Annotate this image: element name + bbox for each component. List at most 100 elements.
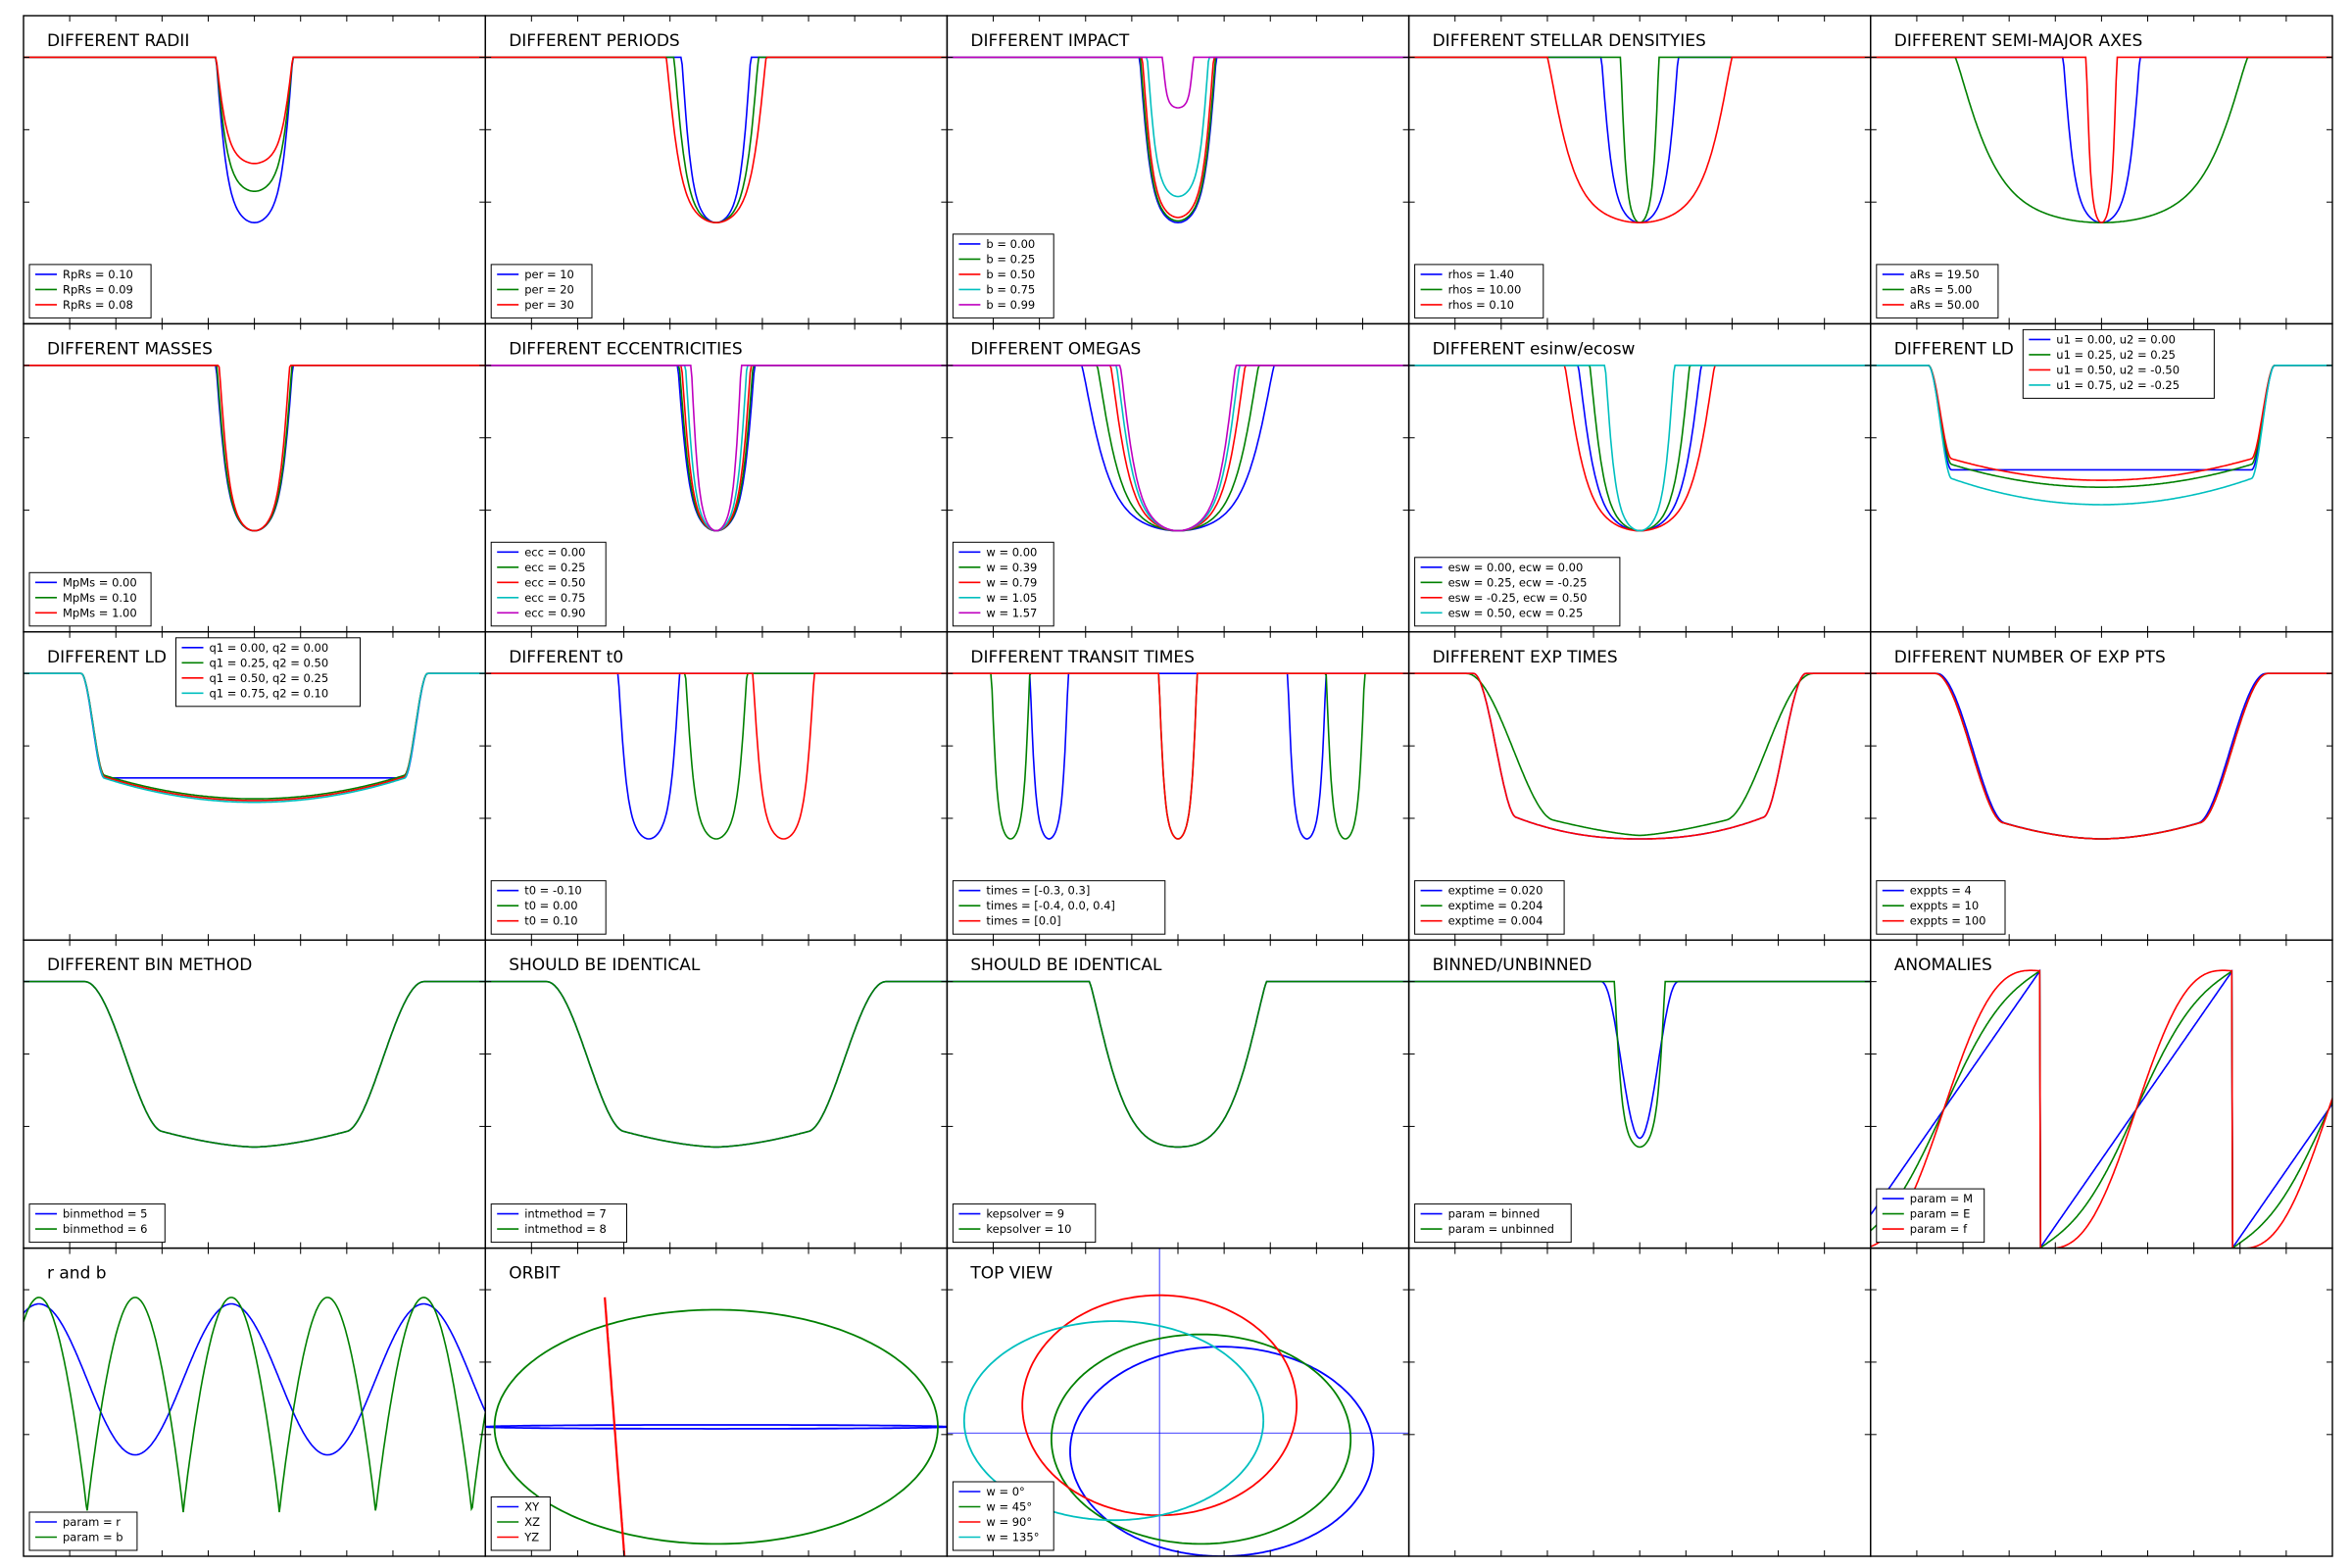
series-line-per-30: [485, 56, 948, 223]
plot-area: [947, 980, 1409, 1149]
panel-title: DIFFERENT OMEGAS: [970, 339, 1141, 359]
legend-label: MpMs = 0.00: [63, 575, 137, 589]
legend-label: per = 10: [524, 268, 574, 281]
series-line-ecc-0-90: [485, 365, 948, 532]
legend-label: exptime = 0.204: [1448, 899, 1544, 912]
series-line-per-10: [485, 56, 948, 224]
plot-area: [947, 672, 1409, 840]
legend-label: u1 = 0.75, u2 = -0.25: [2056, 378, 2180, 392]
panel-title: SHOULD BE IDENTICAL: [970, 956, 1162, 975]
series-line-intmethod-8: [485, 980, 948, 1149]
series-line-ars-19-50: [1870, 56, 2332, 224]
legend-label: rhos = 10.00: [1448, 282, 1522, 296]
legend-label: w = 1.05: [986, 591, 1037, 605]
legend-label: exppts = 10: [1910, 899, 1979, 912]
legend-box: [28, 264, 152, 318]
series-line-u1-0-50-u2-0-50: [1870, 365, 2332, 481]
legend-box: [28, 1511, 138, 1551]
legend-box: [174, 637, 361, 708]
panel-title: DIFFERENT BIN METHOD: [47, 956, 252, 975]
series-line-intmethod-7: [485, 980, 948, 1149]
series-line-binmethod-6: [24, 980, 486, 1149]
legend-label: ecc = 0.50: [524, 575, 585, 589]
series-line-ars-5-00: [1870, 56, 2332, 223]
legend-box: [1876, 880, 2006, 935]
series-line-mpms-0-10: [24, 365, 486, 532]
legend-label: intmethod = 7: [524, 1207, 607, 1221]
legend-box: [28, 571, 152, 627]
legend-label: w = 0°: [986, 1485, 1024, 1498]
legend-label: times = [-0.3, 0.3]: [986, 884, 1090, 898]
panel-title: ANOMALIES: [1894, 956, 1992, 975]
series-line-ecc-0-00: [485, 365, 948, 532]
legend-box: [1876, 264, 1999, 318]
panel-10: DIFFERENT LD u1 = 0.00, u2 = 0.00 u1 = 0.2…: [1870, 322, 2333, 633]
series-line-w-90-: [1021, 1294, 1298, 1517]
plot-area: [485, 365, 948, 532]
legend: u1 = 0.00, u2 = 0.00 u1 = 0.25, u2 = 0.25…: [2022, 328, 2215, 399]
series-line-rprs-0-09: [24, 56, 486, 192]
legend-label: u1 = 0.00, u2 = 0.00: [2056, 332, 2176, 346]
panel-frame: [1407, 939, 1872, 1250]
panel-18: SHOULD BE IDENTICAL kepsolver = 9kepsolve…: [946, 939, 1410, 1250]
legend-label: RpRs = 0.08: [63, 298, 133, 312]
panel-17: SHOULD BE IDENTICAL intmethod = 7intmetho…: [484, 939, 949, 1250]
legend-label: param = f: [1910, 1222, 1968, 1236]
legend-label: aRs = 5.00: [1910, 282, 1973, 296]
series-line-exppts-10: [1870, 672, 2332, 840]
legend-label: exppts = 4: [1910, 884, 1972, 898]
plot-area: [1408, 672, 1871, 840]
legend-box: [952, 1481, 1054, 1551]
plot-area: [1870, 56, 2332, 224]
series-line-param-r: [24, 1302, 486, 1456]
series-line-w-1-05: [947, 365, 1409, 532]
series-line-mpms-0-00: [24, 365, 486, 532]
legend-label: b = 0.75: [986, 282, 1035, 296]
legend-label: aRs = 19.50: [1910, 268, 1980, 281]
series-line-t0-0-10: [485, 672, 948, 840]
series-line-ecc-0-75: [485, 365, 948, 532]
panel-title: DIFFERENT LD: [47, 648, 167, 667]
plot-area: [485, 980, 948, 1149]
panel-title: DIFFERENT EXP TIMES: [1433, 648, 1618, 667]
legend-label: u1 = 0.50, u2 = -0.50: [2056, 363, 2180, 376]
legend-label: exptime = 0.020: [1448, 884, 1544, 898]
plot-area: [1870, 365, 2332, 506]
panel-24: [1407, 1247, 1872, 1557]
series-line-param-unbinned: [1408, 980, 1871, 1149]
legend-label: b = 0.99: [986, 298, 1035, 312]
legend-label: XY: [524, 1500, 540, 1514]
legend-label: param = M: [1910, 1192, 1973, 1205]
legend-label: b = 0.00: [986, 237, 1035, 251]
panel-frame: [23, 1247, 486, 1557]
legend-label: w = 90°: [986, 1515, 1032, 1529]
series-line-times-0-4-0-0-0-4-: [947, 672, 1409, 840]
legend-box: [1876, 1188, 1985, 1244]
legend-label: q1 = 0.75, q2 = 0.10: [209, 686, 328, 700]
panel-21: r and b param = r param = b: [23, 1247, 486, 1557]
legend-label: aRs = 50.00: [1910, 298, 1980, 312]
series-line-esw-0-00-ecw-0-00: [1408, 365, 1871, 532]
series-line-u1-0-25-u2-0-25: [1870, 365, 2332, 488]
legend-label: param = binned: [1448, 1207, 1541, 1221]
legend-box: [28, 1203, 166, 1244]
panel-title: SHOULD BE IDENTICAL: [509, 956, 701, 975]
series-line-b-0-00: [947, 56, 1409, 224]
legend-box: [1414, 264, 1544, 318]
legend-label: t0 = -0.10: [524, 884, 582, 898]
legend-label: kepsolver = 9: [986, 1207, 1064, 1221]
series-line-t0-0-00: [485, 672, 948, 840]
plot-area: [485, 56, 948, 224]
legend-label: intmethod = 8: [524, 1222, 607, 1236]
